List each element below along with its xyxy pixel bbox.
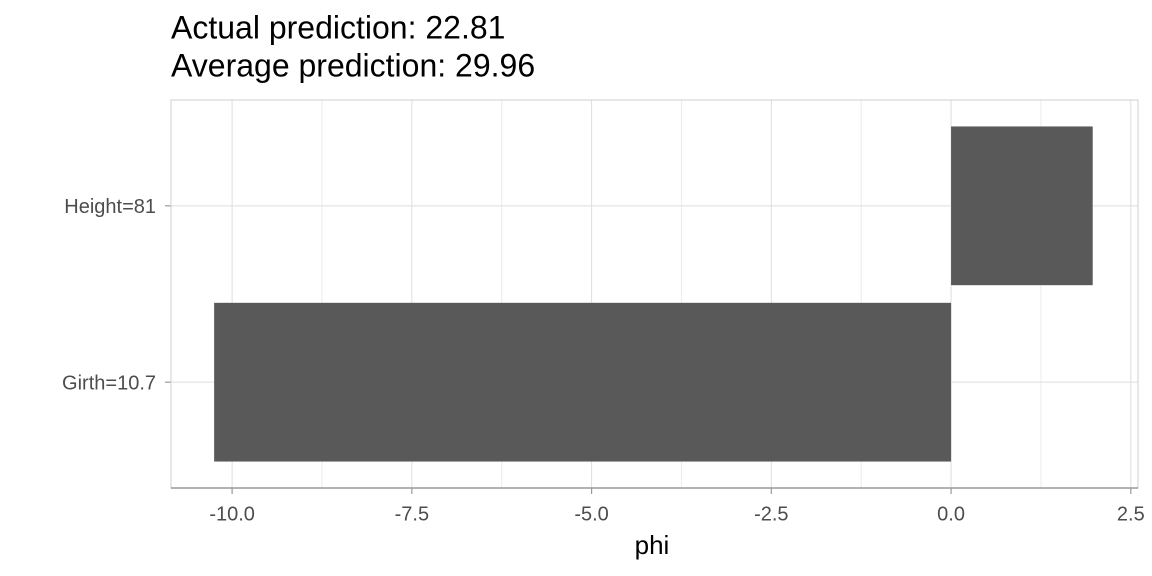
bar [214, 302, 952, 462]
chart-title: Actual prediction: 22.81 [171, 9, 505, 45]
x-tick-label: 0.0 [937, 503, 965, 525]
x-tick-label: -10.0 [209, 503, 255, 525]
chart-subtitle: Average prediction: 29.96 [171, 47, 535, 83]
x-tick-label: 2.5 [1117, 503, 1145, 525]
y-tick-label: Height=81 [64, 196, 156, 218]
x-tick-label: -7.5 [395, 503, 429, 525]
x-axis-label: phi [635, 530, 670, 560]
y-tick-label: Girth=10.7 [62, 372, 156, 394]
x-tick-label: -5.0 [574, 503, 608, 525]
bar [951, 126, 1093, 286]
x-tick-label: -2.5 [754, 503, 788, 525]
